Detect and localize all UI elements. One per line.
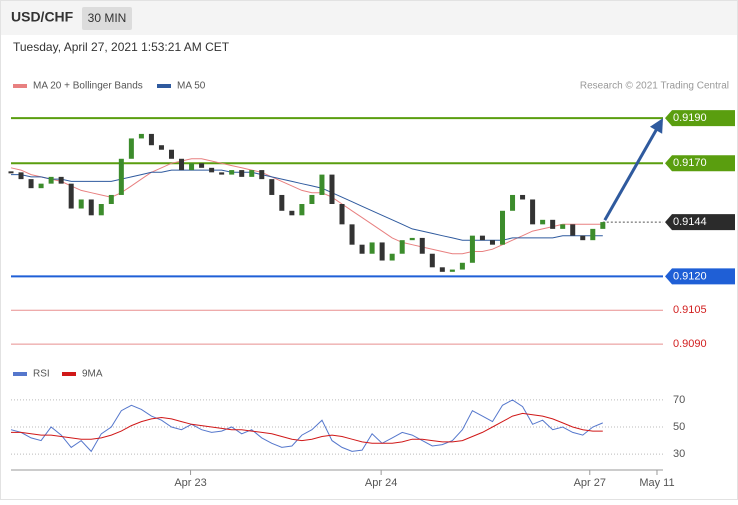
level-box (665, 110, 735, 127)
x-tick-label: May 11 (639, 477, 674, 489)
legend-label: MA 20 + Bollinger Bands (33, 81, 143, 92)
candle (209, 167, 215, 173)
candle (359, 244, 365, 254)
candle (600, 222, 606, 229)
candle (279, 194, 285, 211)
candle (148, 133, 154, 146)
x-tick-label: Apr 27 (574, 477, 606, 489)
candle (199, 163, 205, 168)
x-tick-label: Apr 23 (174, 477, 206, 489)
candle (158, 145, 164, 150)
candle (439, 267, 445, 272)
candle (38, 183, 44, 189)
candle (349, 224, 355, 245)
legend-label: 9MA (82, 369, 103, 380)
forecast-arrow (603, 127, 659, 221)
candle (299, 204, 305, 216)
candle (289, 210, 295, 216)
candle (540, 219, 546, 225)
legend-label: RSI (33, 369, 50, 380)
candle (479, 235, 485, 241)
y-tick-label: 50 (673, 421, 685, 433)
candle (219, 172, 225, 175)
candle (419, 237, 425, 254)
candle (550, 219, 556, 229)
level-label: 0.9120 (673, 270, 707, 282)
candle (229, 170, 235, 175)
candle (98, 204, 104, 216)
candle (459, 262, 465, 270)
candle (68, 183, 74, 209)
candle (319, 174, 325, 195)
candle (530, 199, 536, 225)
timeframe[interactable]: 30 MIN (88, 11, 127, 25)
candle (118, 158, 124, 195)
candle (560, 224, 566, 229)
candle (239, 170, 245, 177)
date: Tuesday, April 27, 2021 1:53:21 AM CET (13, 40, 230, 54)
candle (409, 237, 415, 241)
level-box (665, 155, 735, 172)
symbol: USD/CHF (11, 9, 74, 25)
candle (128, 138, 134, 159)
candle (168, 149, 174, 159)
candle (449, 269, 455, 272)
candle (399, 240, 405, 254)
candle (570, 224, 576, 236)
level-label: 0.9144 (673, 216, 707, 228)
forecast-arrowhead (649, 118, 663, 134)
candle (379, 242, 385, 261)
candle (108, 194, 114, 204)
legend-swatch (62, 372, 76, 376)
candle (259, 170, 265, 180)
candle (339, 204, 345, 225)
candle (28, 179, 34, 189)
candle (489, 240, 495, 245)
candle (179, 158, 185, 171)
candle (500, 210, 506, 245)
candle (18, 172, 24, 180)
candle (309, 194, 315, 204)
candle (58, 176, 64, 184)
candle (389, 253, 395, 261)
legend-label: MA 50 (177, 81, 206, 92)
rsi-line (10, 399, 603, 453)
candle (329, 174, 335, 204)
candle (580, 235, 586, 241)
candle (510, 194, 516, 211)
level-box (665, 268, 735, 285)
level-box (665, 214, 735, 231)
candle (469, 235, 475, 263)
level-label: 0.9170 (673, 157, 707, 169)
legend-swatch (13, 84, 27, 88)
x-tick-label: Apr 24 (365, 477, 397, 489)
level-label: 0.9105 (673, 304, 707, 316)
candle (369, 242, 375, 254)
legend-swatch (157, 84, 171, 88)
y-tick-label: 30 (673, 448, 685, 460)
candle (88, 199, 94, 216)
candle (429, 253, 435, 268)
candle (520, 194, 526, 200)
candle (78, 199, 84, 209)
rsi-line (11, 412, 603, 444)
timeframe-badge[interactable] (82, 7, 132, 30)
level-label: 0.9190 (673, 112, 707, 124)
candle (269, 179, 275, 195)
level-label: 0.9090 (673, 338, 707, 350)
candle (138, 133, 144, 139)
candle (48, 176, 54, 184)
candle (189, 163, 195, 171)
candle (249, 170, 255, 177)
y-tick-label: 70 (673, 394, 685, 406)
credit: Research © 2021 Trading Central (580, 81, 729, 92)
legend-swatch (13, 372, 27, 376)
candle (590, 228, 596, 241)
